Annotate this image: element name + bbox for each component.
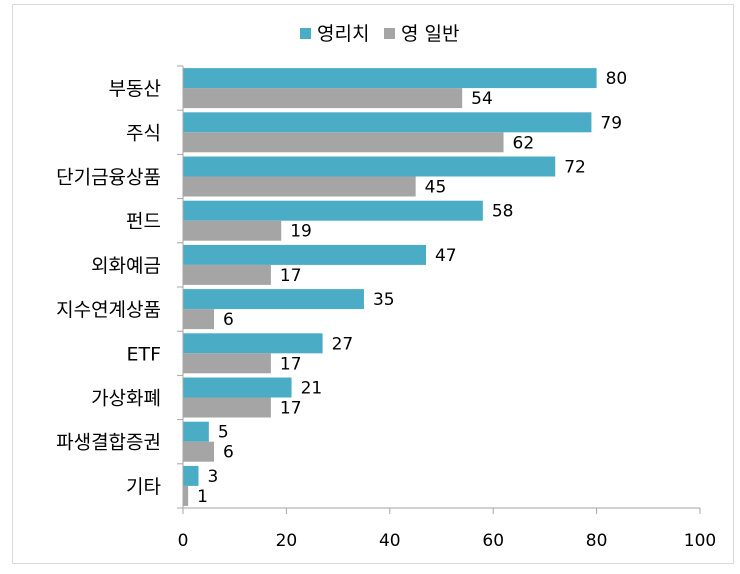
bar-series-2 <box>183 441 215 462</box>
legend-swatch <box>300 28 311 39</box>
category-label: 지수연계상품 <box>56 299 161 321</box>
bar-series-1 <box>183 289 364 310</box>
bar-series-2 <box>183 309 215 330</box>
value-label: 58 <box>492 202 514 222</box>
value-label: 80 <box>606 69 628 89</box>
bar-series-2 <box>183 176 416 197</box>
value-label: 27 <box>332 334 354 354</box>
value-label: 17 <box>280 399 302 419</box>
bar-series-2 <box>183 485 189 506</box>
value-label: 79 <box>600 113 622 133</box>
x-tick-label: 100 <box>684 531 716 551</box>
value-label: 17 <box>280 354 302 374</box>
legend-swatch <box>384 28 395 39</box>
bar-series-2 <box>183 220 282 241</box>
bar-series-2 <box>183 264 271 285</box>
value-label: 6 <box>223 310 234 330</box>
value-label: 1 <box>197 487 208 507</box>
x-tick-label: 60 <box>482 531 504 551</box>
bars <box>183 68 597 506</box>
legend-label: 영 일반 <box>401 23 459 45</box>
category-label: 펀드 <box>126 211 161 233</box>
category-label: 외화예금 <box>91 255 161 277</box>
x-tick-label: 40 <box>379 531 401 551</box>
bar-series-1 <box>183 156 556 177</box>
bar-series-1 <box>183 465 199 486</box>
bar-series-1 <box>183 244 426 265</box>
value-label: 21 <box>301 379 323 399</box>
value-label: 6 <box>223 443 234 463</box>
legend-label: 영리치 <box>317 23 369 45</box>
value-label: 5 <box>218 423 229 443</box>
bar-series-2 <box>183 353 271 374</box>
value-label: 62 <box>513 133 535 153</box>
bar-series-1 <box>183 333 323 354</box>
axes: 0 20 40 60 80 100 <box>177 65 716 551</box>
category-label: 기타 <box>126 476 161 498</box>
category-label: 부동산 <box>109 78 161 100</box>
category-label: 파생결합증권 <box>56 432 161 454</box>
bar-series-1 <box>183 68 597 89</box>
bar-series-2 <box>183 132 504 153</box>
category-label: ETF <box>126 343 161 365</box>
value-label: 54 <box>471 89 493 109</box>
bar-series-1 <box>183 200 483 221</box>
legend: 영리치 영 일반 <box>300 23 459 45</box>
value-label: 47 <box>435 246 457 266</box>
value-label: 19 <box>290 222 312 242</box>
bar-series-1 <box>183 377 292 398</box>
category-label: 단기금융상품 <box>56 167 161 189</box>
x-tick-label: 0 <box>178 531 189 551</box>
value-label: 17 <box>280 266 302 286</box>
value-label: 72 <box>564 158 586 178</box>
x-tick-label: 20 <box>276 531 298 551</box>
value-label: 3 <box>208 467 219 487</box>
category-label: 주식 <box>126 122 161 144</box>
bar-series-2 <box>183 88 463 109</box>
value-label: 35 <box>373 290 395 310</box>
value-label: 45 <box>425 178 447 198</box>
bar-series-2 <box>183 397 271 418</box>
x-tick-label: 80 <box>586 531 608 551</box>
category-label: 가상화폐 <box>91 388 161 410</box>
bar-series-1 <box>183 112 592 133</box>
bar-series-1 <box>183 421 209 442</box>
